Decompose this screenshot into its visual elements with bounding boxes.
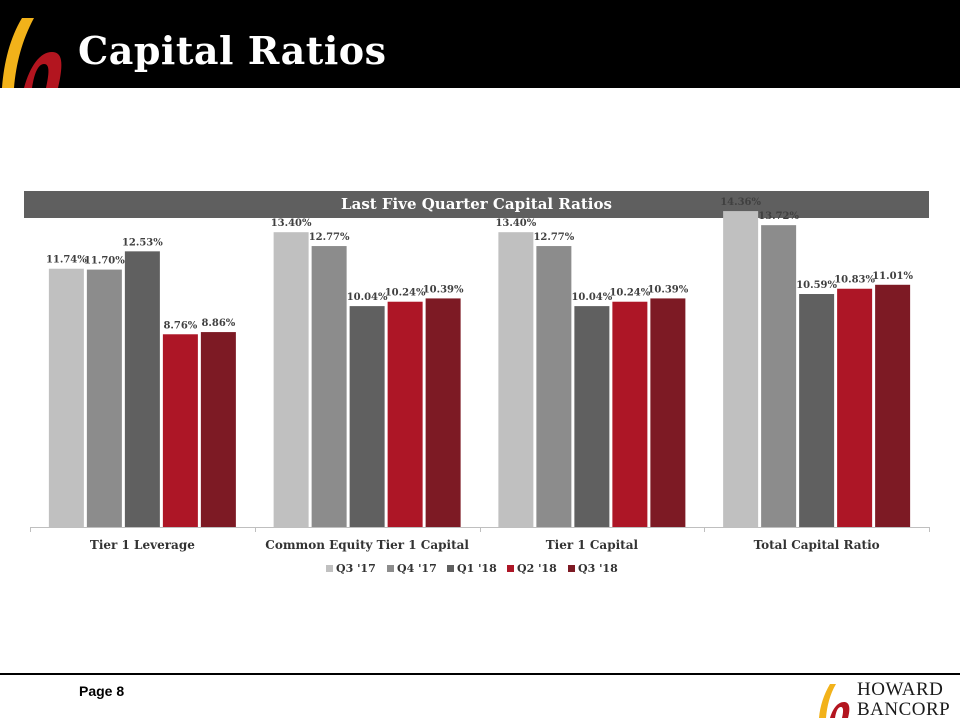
page-title: Capital Ratios: [78, 28, 387, 73]
bar: [311, 246, 347, 527]
x-tick-label: Tier 1 Leverage: [90, 538, 195, 552]
legend-label: Q3 '17: [336, 562, 376, 575]
bar: [86, 269, 122, 527]
data-label: 8.86%: [201, 318, 235, 329]
footer-divider: [0, 673, 960, 675]
x-tick-label: Common Equity Tier 1 Capital: [265, 538, 469, 552]
bar: [349, 306, 385, 527]
legend-label: Q2 '18: [517, 562, 557, 575]
title-bar: Capital Ratios: [0, 0, 960, 88]
data-label: 10.04%: [571, 292, 612, 303]
data-label: 13.40%: [271, 218, 312, 229]
bar: [162, 334, 198, 527]
data-label: 14.36%: [720, 197, 761, 208]
bar: [650, 298, 686, 527]
bar: [723, 211, 759, 527]
data-label: 10.39%: [647, 284, 688, 295]
data-label: 10.83%: [834, 275, 875, 286]
bar: [425, 298, 461, 527]
data-label: 8.76%: [163, 320, 197, 331]
bar: [612, 301, 648, 527]
data-label: 11.70%: [84, 256, 125, 267]
bar: [837, 288, 873, 527]
chart-title: Last Five Quarter Capital Ratios: [24, 191, 929, 218]
data-label: 12.77%: [533, 232, 574, 243]
bar: [536, 246, 572, 527]
bar: [761, 225, 797, 527]
data-label: 10.39%: [423, 284, 464, 295]
legend-swatch: [507, 565, 514, 572]
data-label: 13.72%: [758, 211, 799, 222]
howard-h-logo-icon: [2, 18, 62, 88]
bar: [799, 294, 835, 527]
legend-swatch: [387, 565, 394, 572]
data-label: 11.01%: [872, 271, 913, 282]
bar: [273, 232, 309, 527]
data-label: 12.77%: [309, 232, 350, 243]
data-label: 12.53%: [122, 237, 163, 248]
x-tick-label: Total Capital Ratio: [754, 538, 880, 552]
data-label: 11.74%: [46, 255, 87, 266]
bar: [124, 251, 160, 527]
legend-label: Q1 '18: [457, 562, 497, 575]
data-label: 10.59%: [796, 280, 837, 291]
data-label: 10.24%: [609, 288, 650, 299]
brand-name-line-1: HOWARD: [857, 679, 944, 700]
legend-swatch: [568, 565, 575, 572]
bar: [875, 284, 911, 527]
bar: [498, 232, 534, 527]
bar: [48, 268, 84, 527]
legend-swatch: [326, 565, 333, 572]
legend-label: Q4 '17: [397, 562, 437, 575]
x-tick-label: Tier 1 Capital: [546, 538, 639, 552]
data-label: 10.24%: [385, 288, 426, 299]
bar: [574, 306, 610, 527]
data-label: 10.04%: [347, 292, 388, 303]
capital-ratios-bar-chart: 11.74%11.70% 12.53% 8.76% 8.86% Tier 1 Lever…: [30, 197, 930, 575]
legend-label: Q3 '18: [578, 562, 618, 575]
legend-swatch: [447, 565, 454, 572]
howard-bancorp-logo-icon: [819, 684, 850, 718]
data-label: 13.40%: [495, 218, 536, 229]
page-number: Page 8: [79, 683, 125, 699]
bar: [200, 332, 236, 527]
brand-name-line-2: BANCORP: [857, 699, 951, 720]
bar: [387, 301, 423, 527]
